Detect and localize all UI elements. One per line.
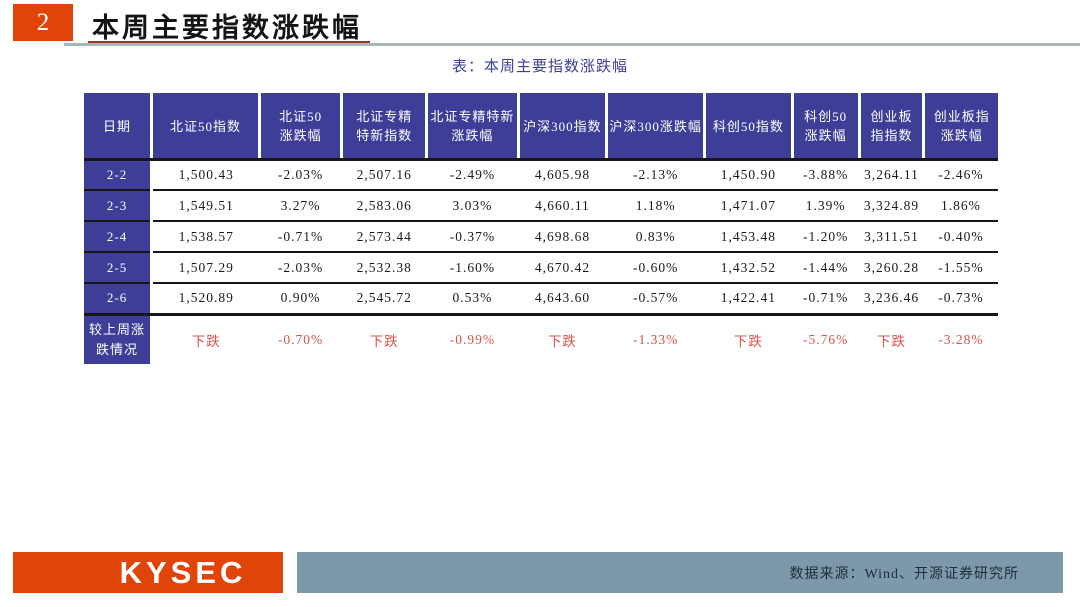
col-header-hs300-index: 沪深300指数 xyxy=(518,93,609,161)
table-cell: -1.60% xyxy=(426,252,519,284)
row-date: 2-4 xyxy=(84,221,154,253)
table-cell: -0.40% xyxy=(923,221,998,253)
table-row: 2-2 1,500.43 -2.03% 2,507.16 -2.49% 4,60… xyxy=(84,159,998,191)
table-cell: 2,573.44 xyxy=(341,221,427,253)
table-cell: 2,583.06 xyxy=(341,190,427,222)
table-cell: 3,324.89 xyxy=(859,190,924,222)
table-cell: 1,538.57 xyxy=(151,221,260,253)
table-caption: 表：本周主要指数涨跌幅 xyxy=(451,59,628,75)
col-header-bz50-index: 北证50指数 xyxy=(151,93,261,161)
table-cell: -1.55% xyxy=(923,252,998,284)
row-date: 2-6 xyxy=(84,283,154,316)
table-cell: -0.73% xyxy=(923,283,998,316)
table-cell: 0.53% xyxy=(426,283,519,316)
table-cell: 1,422.41 xyxy=(704,283,793,316)
table-row: 2-6 1,520.89 0.90% 2,545.72 0.53% 4,643.… xyxy=(84,283,998,316)
summary-row: 较上周涨 跌情况 下跌 -0.70% 下跌 -0.99% 下跌 -1.33% 下… xyxy=(84,314,998,364)
table-cell: 0.90% xyxy=(259,283,342,316)
table-cell: 2,507.16 xyxy=(341,159,427,191)
footer-source-bar: 数据来源：Wind、开源证券研究所 xyxy=(297,552,1063,593)
table-cell: -1.44% xyxy=(792,252,860,284)
kysec-logo-text: KYSEC xyxy=(119,554,247,590)
page-number: 2 xyxy=(36,8,50,36)
row-date: 2-3 xyxy=(84,190,154,222)
table-cell: 3.03% xyxy=(426,190,519,222)
title-underline xyxy=(88,41,370,44)
table-cell: 4,660.11 xyxy=(518,190,607,222)
summary-cell: -1.33% xyxy=(606,314,705,364)
table-cell: -2.03% xyxy=(259,159,342,191)
table-cell: 4,670.42 xyxy=(518,252,607,284)
table-cell: 3,236.46 xyxy=(859,283,924,316)
col-header-bzzjtx-change: 北证专精特新 涨跌幅 xyxy=(426,93,520,161)
table-cell: 3,260.28 xyxy=(859,252,924,284)
data-source-text: 数据来源：Wind、开源证券研究所 xyxy=(789,566,1019,582)
table-row: 2-3 1,549.51 3.27% 2,583.06 3.03% 4,660.… xyxy=(84,190,998,222)
table-cell: -2.03% xyxy=(259,252,342,284)
kysec-logo: KYSEC xyxy=(13,552,283,593)
table-cell: 3,264.11 xyxy=(859,159,924,191)
table-cell: 1,450.90 xyxy=(704,159,793,191)
col-header-date: 日期 xyxy=(84,93,154,161)
row-date: 2-5 xyxy=(84,252,154,284)
table-cell: 2,532.38 xyxy=(341,252,427,284)
summary-cell: 下跌 xyxy=(151,314,260,364)
table-cell: 4,643.60 xyxy=(518,283,607,316)
table-cell: 3,311.51 xyxy=(859,221,924,253)
table-row: 2-5 1,507.29 -2.03% 2,532.38 -1.60% 4,67… xyxy=(84,252,998,284)
col-header-cyb-index: 创业板 指指数 xyxy=(859,93,926,161)
table-cell: 2,545.72 xyxy=(341,283,427,316)
header-divider-line xyxy=(64,43,1080,46)
table-cell: 0.83% xyxy=(606,221,705,253)
page-number-badge: 2 xyxy=(13,4,73,41)
table-cell: 1,507.29 xyxy=(151,252,260,284)
table-cell: -3.88% xyxy=(792,159,860,191)
table-cell: 1.86% xyxy=(923,190,998,222)
table-cell: 4,698.68 xyxy=(518,221,607,253)
table-cell: 1,549.51 xyxy=(151,190,260,222)
table-cell: 3.27% xyxy=(259,190,342,222)
table-cell: 1,500.43 xyxy=(151,159,260,191)
col-header-bz50-change: 北证50 涨跌幅 xyxy=(259,93,344,161)
table-cell: 4,605.98 xyxy=(518,159,607,191)
table-cell: -2.46% xyxy=(923,159,998,191)
table-cell: -0.71% xyxy=(792,283,860,316)
col-header-kc50-index: 科创50指数 xyxy=(704,93,794,161)
table-cell: -0.60% xyxy=(606,252,705,284)
summary-cell: -0.70% xyxy=(259,314,342,364)
table-header-row: 日期 北证50指数 北证50 涨跌幅 北证专精 特新指数 北证专精特新 涨跌幅 … xyxy=(84,93,998,161)
table-cell: -0.71% xyxy=(259,221,342,253)
col-header-kc50-change: 科创50 涨跌幅 xyxy=(792,93,861,161)
table-cell: -0.57% xyxy=(606,283,705,316)
table-row: 2-4 1,538.57 -0.71% 2,573.44 -0.37% 4,69… xyxy=(84,221,998,253)
summary-cell: 下跌 xyxy=(704,314,793,364)
table-cell: 1,453.48 xyxy=(704,221,793,253)
table-cell: 1.18% xyxy=(606,190,705,222)
table-cell: 1,432.52 xyxy=(704,252,793,284)
table-cell: 1,471.07 xyxy=(704,190,793,222)
table-cell: 1.39% xyxy=(792,190,860,222)
row-date: 2-2 xyxy=(84,159,154,191)
table-cell: -2.49% xyxy=(426,159,519,191)
col-header-hs300-change: 沪深300涨跌幅 xyxy=(606,93,707,161)
table-cell: -0.37% xyxy=(426,221,519,253)
table-cell: 1,520.89 xyxy=(151,283,260,316)
summary-cell: 下跌 xyxy=(859,314,924,364)
table-cell: -1.20% xyxy=(792,221,860,253)
summary-label: 较上周涨 跌情况 xyxy=(84,314,154,364)
summary-cell: 下跌 xyxy=(341,314,427,364)
index-change-table: 日期 北证50指数 北证50 涨跌幅 北证专精 特新指数 北证专精特新 涨跌幅 … xyxy=(84,93,998,364)
table-cell: -2.13% xyxy=(606,159,705,191)
summary-cell: -3.28% xyxy=(923,314,998,364)
summary-cell: -5.76% xyxy=(792,314,860,364)
data-table: 日期 北证50指数 北证50 涨跌幅 北证专精 特新指数 北证专精特新 涨跌幅 … xyxy=(84,93,998,364)
summary-cell: -0.99% xyxy=(426,314,519,364)
col-header-cyb-change: 创业板指 涨跌幅 xyxy=(923,93,998,161)
summary-cell: 下跌 xyxy=(518,314,607,364)
page-title: 本周主要指数涨跌幅 xyxy=(92,13,362,43)
col-header-bzzjtx-index: 北证专精 特新指数 xyxy=(341,93,429,161)
